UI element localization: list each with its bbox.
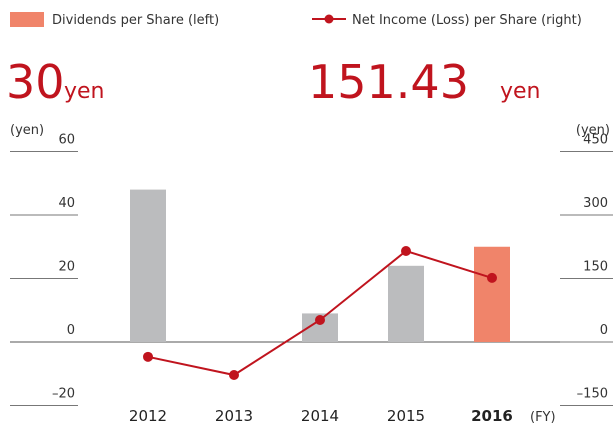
y-axis-label: (yen) xyxy=(10,123,44,138)
x-tick-label: 2016 xyxy=(471,407,513,425)
line xyxy=(147,249,493,377)
point xyxy=(487,272,497,283)
x-tick-label: 2013 xyxy=(215,407,253,425)
point xyxy=(143,351,153,362)
x-tick-label: 2014 xyxy=(301,407,339,425)
legend-swatch xyxy=(10,12,44,27)
point xyxy=(315,314,325,325)
point xyxy=(401,245,411,256)
y2-tick-label: –150 xyxy=(577,387,608,402)
y2-tick-label: 450 xyxy=(583,133,608,148)
x-tick-label: 2012 xyxy=(129,407,167,425)
headline-value: 30 xyxy=(6,55,65,109)
x-axis-label: (FY) xyxy=(530,410,556,425)
headline-value: 151.43 xyxy=(308,55,469,109)
y-tick-label: –20 xyxy=(52,387,75,402)
y-tick-label: 40 xyxy=(58,196,75,211)
headline-unit: yen xyxy=(64,79,105,104)
headline-unit: yen xyxy=(500,79,541,104)
y2-tick-label: 300 xyxy=(583,196,608,211)
bar xyxy=(388,265,424,342)
legend-marker xyxy=(324,14,334,24)
y-tick-label: 20 xyxy=(58,260,75,275)
y-tick-label: 0 xyxy=(67,323,75,338)
y2-tick-label: 0 xyxy=(600,323,608,338)
bar xyxy=(130,189,166,342)
point xyxy=(229,370,239,381)
y2-tick-label: 150 xyxy=(583,260,608,275)
x-tick-label: 2015 xyxy=(387,407,425,425)
legend-label: Dividends per Share (left) xyxy=(52,13,219,28)
bar xyxy=(474,246,510,342)
legend-label: Net Income (Loss) per Share (right) xyxy=(352,13,582,28)
y-tick-label: 60 xyxy=(58,133,75,148)
y2-axis-label: (yen) xyxy=(576,123,610,138)
